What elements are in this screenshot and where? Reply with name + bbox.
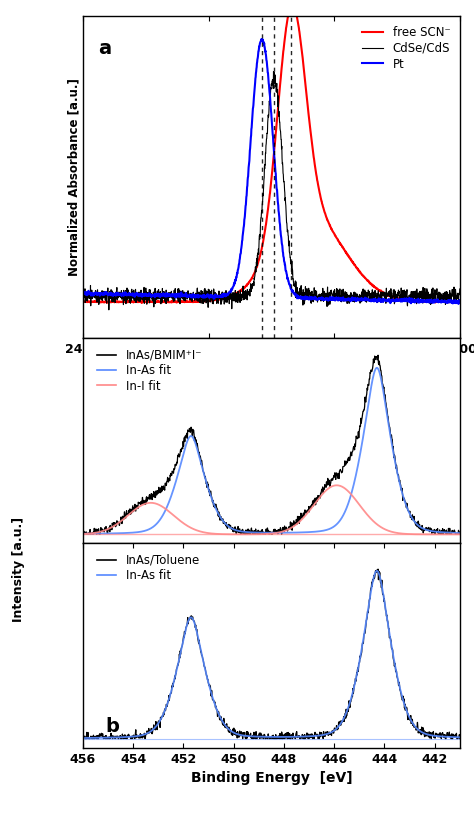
Pt: [240, 230, 246, 240]
free SCN⁻: [139, 298, 145, 307]
Pt: [248, 136, 254, 146]
CdSe/CdS: [106, 305, 112, 315]
X-axis label: Wavenumber [cm⁻¹]: Wavenumber [cm⁻¹]: [193, 362, 350, 376]
Line: Pt: Pt: [83, 39, 460, 304]
CdSe/CdS: [240, 281, 246, 291]
CdSe/CdS: [248, 282, 254, 292]
free SCN⁻: [80, 297, 86, 307]
Legend: free SCN⁻, CdSe/CdS, Pt: free SCN⁻, CdSe/CdS, Pt: [358, 22, 454, 74]
Text: b: b: [106, 717, 119, 737]
CdSe/CdS: [271, 67, 276, 76]
Legend: InAs/Toluene, In-As fit: InAs/Toluene, In-As fit: [92, 549, 205, 587]
Pt: [109, 289, 115, 298]
Pt: [295, 290, 301, 300]
free SCN⁻: [295, 17, 301, 27]
CdSe/CdS: [125, 292, 130, 302]
CdSe/CdS: [80, 292, 86, 302]
free SCN⁻: [240, 285, 246, 294]
Text: Intensity [a.u.]: Intensity [a.u.]: [12, 516, 26, 622]
Line: free SCN⁻: free SCN⁻: [83, 5, 460, 302]
Pt: [80, 289, 86, 298]
Text: a: a: [98, 39, 111, 58]
free SCN⁻: [457, 298, 463, 307]
free SCN⁻: [255, 259, 261, 269]
Line: CdSe/CdS: CdSe/CdS: [83, 72, 460, 310]
Pt: [457, 296, 463, 306]
free SCN⁻: [290, 0, 295, 10]
CdSe/CdS: [457, 284, 463, 293]
CdSe/CdS: [255, 254, 261, 264]
CdSe/CdS: [295, 289, 301, 298]
Legend: InAs/BMIM⁺I⁻, In-As fit, In-I fit: InAs/BMIM⁺I⁻, In-As fit, In-I fit: [92, 344, 207, 398]
free SCN⁻: [125, 297, 130, 307]
Pt: [456, 299, 461, 309]
CdSe/CdS: [109, 286, 115, 296]
Y-axis label: Normalized Absorbance [a.u.]: Normalized Absorbance [a.u.]: [67, 78, 80, 276]
Pt: [259, 34, 264, 44]
X-axis label: Binding Energy  [eV]: Binding Energy [eV]: [191, 772, 352, 785]
free SCN⁻: [109, 297, 115, 307]
Pt: [255, 54, 260, 64]
Pt: [125, 290, 130, 300]
free SCN⁻: [248, 275, 254, 285]
